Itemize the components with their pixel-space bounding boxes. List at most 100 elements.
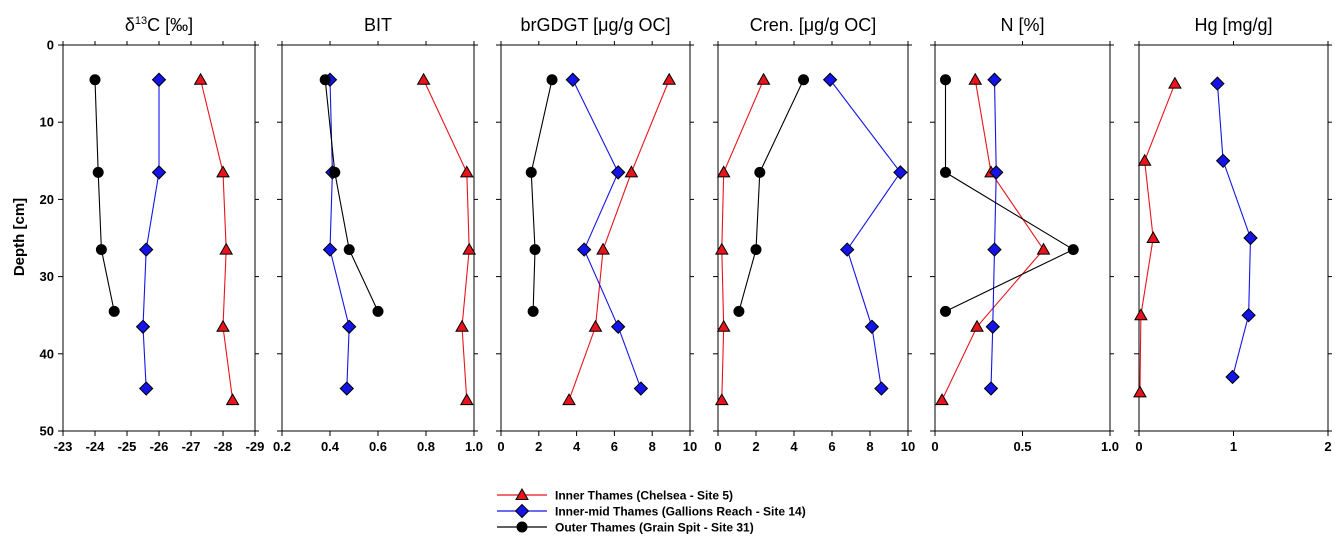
series-line — [1216, 83, 1252, 378]
series-triangle — [562, 72, 677, 406]
data-point — [716, 165, 731, 178]
data-point — [987, 242, 1002, 257]
data-point — [714, 242, 729, 255]
series-line — [572, 79, 642, 389]
data-point — [1137, 153, 1152, 166]
data-point — [940, 305, 951, 317]
legend-label: Inner Thames (Chelsea - Site 5) — [555, 489, 733, 503]
data-point — [940, 166, 951, 178]
series-circle — [525, 74, 558, 317]
x-tick-label: 0.8 — [417, 439, 435, 454]
legend-item: Inner Thames (Chelsea - Site 5) — [497, 487, 733, 503]
x-tick-label: 0 — [931, 439, 938, 454]
series-triangle — [714, 72, 771, 406]
data-point — [633, 381, 649, 396]
y-tick-label: 0 — [47, 38, 54, 53]
data-point — [874, 381, 889, 396]
series-line — [530, 79, 553, 312]
x-tick-label: -26 — [150, 439, 169, 454]
data-point — [343, 244, 355, 256]
data-point — [92, 166, 104, 178]
data-point — [455, 319, 469, 332]
panels: δ13C [‰]-23 -24 -25 -26 -27 -28 -2901020304050… — [40, 15, 1332, 454]
data-point — [983, 381, 999, 396]
series-triangle — [1133, 76, 1182, 398]
data-point — [1036, 242, 1051, 255]
x-tick-label: 0.6 — [369, 439, 387, 454]
x-tick-label: -27 — [182, 439, 201, 454]
x-tick-label: 0.4 — [321, 439, 340, 454]
panel-3: brGDGT [μg/g OC] 0 2 4 6 8 10 — [496, 15, 697, 454]
series-diamond — [983, 72, 1004, 396]
data-point — [596, 242, 610, 255]
x-tick-label: 0.2 — [273, 439, 291, 454]
y-tick-label: 30 — [40, 269, 54, 284]
data-point — [839, 242, 855, 257]
data-point — [1215, 153, 1231, 169]
y-tick-label: 40 — [40, 346, 54, 361]
plot-frame — [281, 44, 475, 432]
data-point — [225, 393, 240, 406]
data-point — [1241, 307, 1256, 323]
x-tick-label: 0 — [1135, 439, 1142, 454]
data-point — [610, 165, 626, 180]
data-point — [416, 72, 431, 85]
data-point — [329, 166, 341, 178]
data-point — [989, 165, 1004, 180]
panel-4: Cren. [μg/g OC] 0 2 4 6 8 10 — [713, 15, 915, 454]
panel-title: δ13C [‰] — [125, 15, 193, 35]
x-tick-label: 2 — [535, 439, 542, 454]
x-tick-label: 8 — [866, 439, 873, 454]
panel-title: BIT — [364, 15, 392, 35]
data-point — [135, 319, 151, 334]
panel-title: Hg [mg/g] — [1194, 15, 1272, 35]
data-point — [662, 72, 677, 85]
legend: Inner Thames (Chelsea - Site 5) Inner-mid… — [497, 487, 806, 535]
panel-2: BIT 0.2 0.4 0.6 0.8 1.0 — [273, 15, 483, 454]
data-point — [716, 319, 731, 332]
legend-item: Inner-mid Thames (Gallions Reach - Site … — [497, 503, 806, 519]
data-point — [546, 74, 558, 86]
data-point — [1168, 76, 1182, 89]
data-point — [525, 166, 537, 178]
series-line — [324, 79, 379, 312]
legend-item: Outer Thames (Grain Spit - Site 31) — [497, 521, 754, 535]
data-point — [610, 319, 626, 334]
data-point — [750, 244, 762, 256]
data-point — [459, 393, 474, 406]
data-point — [970, 319, 984, 332]
data-point — [754, 166, 766, 178]
y-tick-label: 20 — [40, 192, 54, 207]
data-point — [562, 393, 576, 406]
data-point — [1134, 308, 1148, 321]
data-point — [565, 72, 581, 87]
plot-frame — [934, 44, 1111, 432]
x-tick-label: -23 — [54, 439, 73, 454]
x-tick-label: 6 — [611, 439, 618, 454]
series-diamond — [822, 72, 908, 396]
data-point — [138, 242, 154, 257]
legend-marker — [516, 521, 528, 533]
data-point — [576, 242, 592, 257]
legend-label: Inner-mid Thames (Gallions Reach - Site … — [555, 505, 806, 519]
series-triangle — [935, 72, 1051, 406]
data-point — [216, 165, 230, 178]
y-axis-title: Depth [cm] — [11, 198, 28, 276]
plot-frame — [500, 44, 691, 432]
series-diamond — [1210, 76, 1258, 385]
x-tick-label: 6 — [828, 439, 835, 454]
data-point — [893, 165, 908, 180]
x-tick-label: 1 — [1230, 439, 1237, 454]
data-point — [940, 74, 951, 86]
series-line — [738, 79, 804, 312]
data-point — [985, 319, 1000, 334]
data-point — [968, 72, 983, 85]
plot-frame — [717, 44, 909, 432]
x-tick-label: 8 — [649, 439, 656, 454]
series-diamond — [565, 72, 649, 396]
series-circle — [940, 74, 1079, 317]
series-line — [142, 79, 160, 389]
data-point — [1243, 230, 1258, 246]
x-tick-label: 1.0 — [1101, 439, 1119, 454]
